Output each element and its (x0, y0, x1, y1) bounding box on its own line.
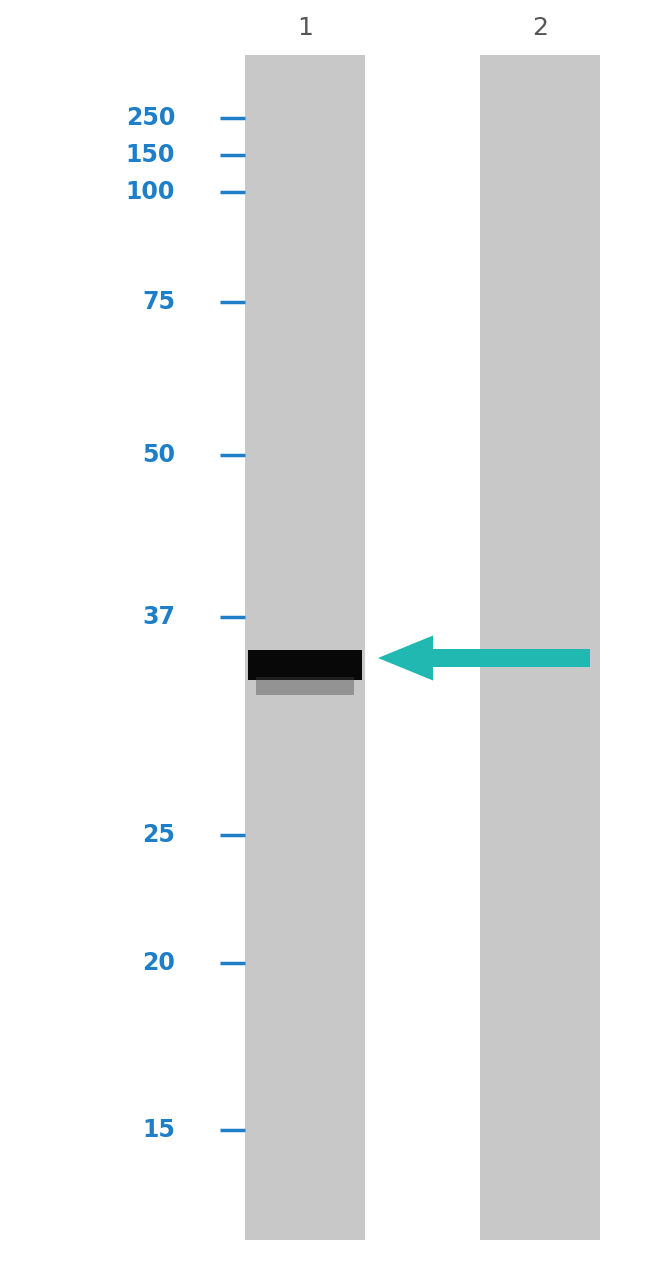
Text: 1: 1 (297, 17, 313, 39)
Text: 75: 75 (142, 290, 175, 314)
Text: 100: 100 (125, 180, 175, 204)
Text: 15: 15 (142, 1118, 175, 1142)
Bar (248, 650, 362, 679)
FancyArrow shape (378, 635, 590, 681)
Text: 2: 2 (532, 17, 548, 39)
Text: 25: 25 (142, 823, 175, 847)
Text: 150: 150 (125, 144, 175, 166)
Bar (245, 55, 365, 1240)
Bar (256, 677, 354, 695)
Text: 37: 37 (142, 605, 175, 629)
Text: 250: 250 (125, 105, 175, 130)
Text: 20: 20 (142, 951, 175, 975)
Bar (480, 55, 600, 1240)
Text: 50: 50 (142, 443, 175, 467)
